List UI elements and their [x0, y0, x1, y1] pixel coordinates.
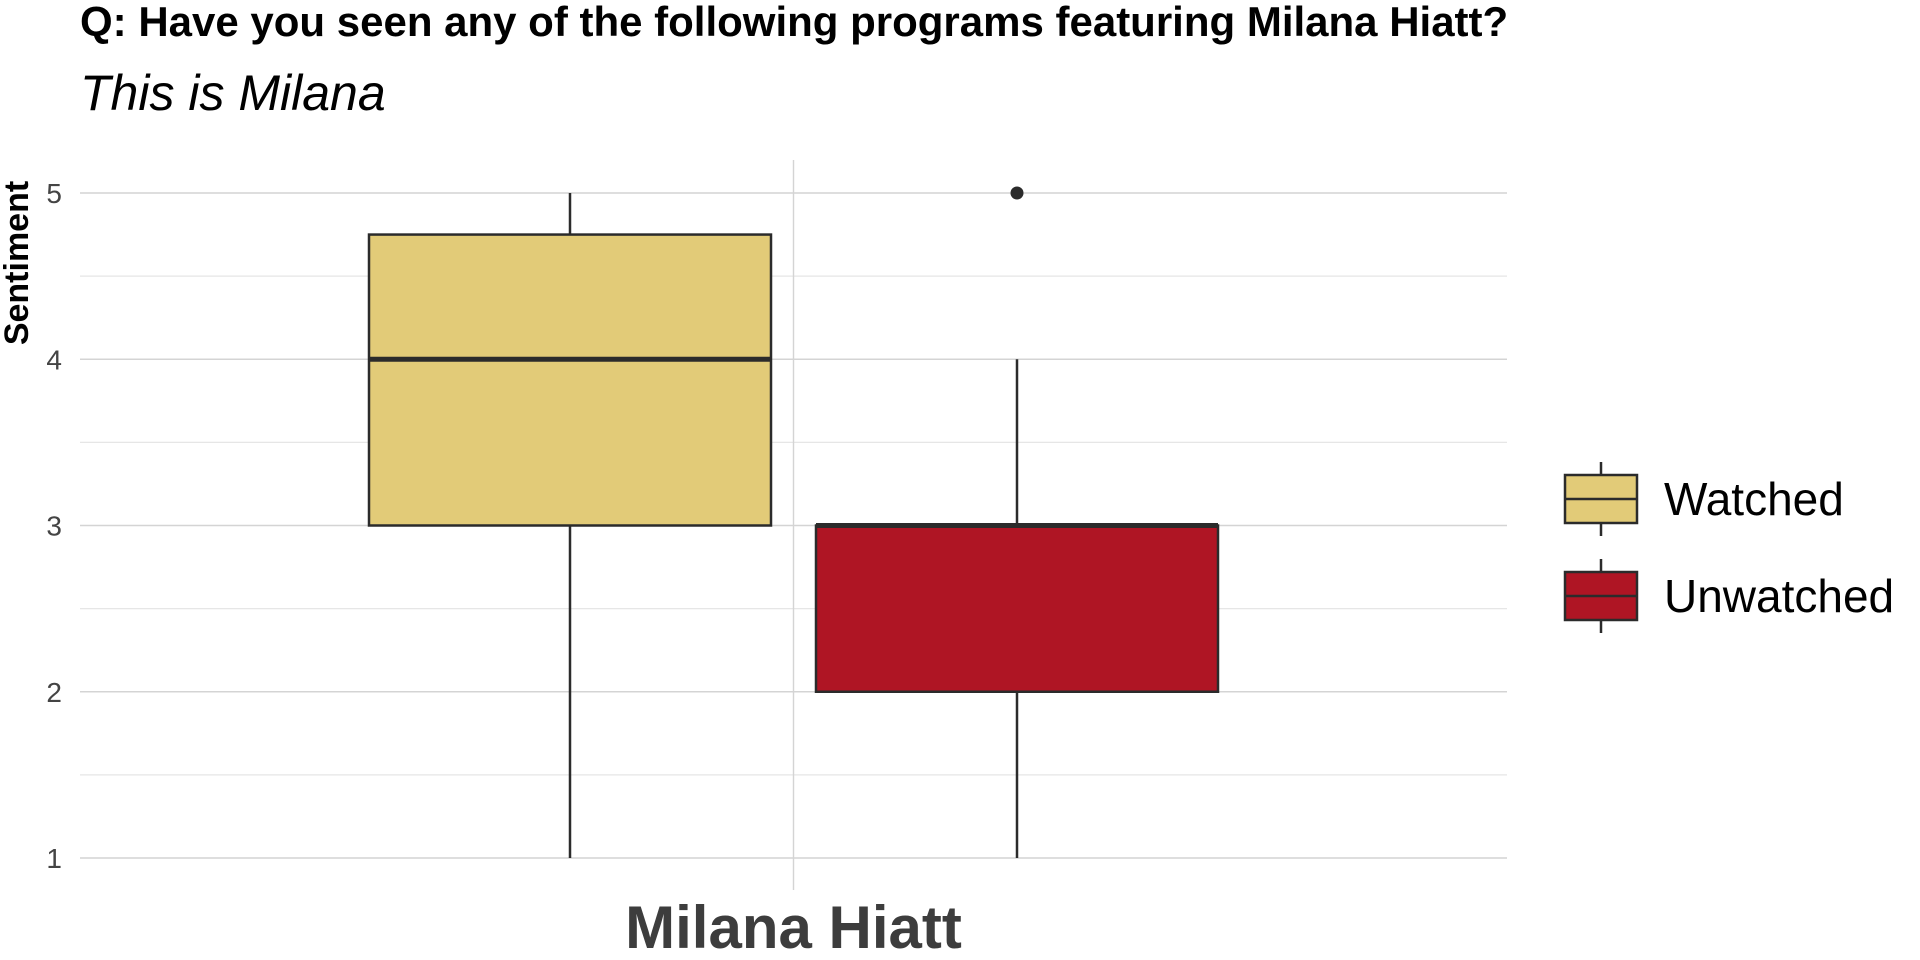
legend: Watched Unwatched [1563, 462, 1894, 633]
y-axis-label: Sentiment [0, 181, 36, 345]
grid-lines [80, 160, 1507, 890]
chart-title: Q: Have you seen any of the following pr… [80, 0, 1509, 45]
boxplots [367, 186, 1220, 858]
axes: 1 2 3 4 5 Sentiment Milana Hiatt [0, 178, 962, 960]
x-category-label: Milana Hiatt [625, 894, 962, 960]
outlier-point [1010, 186, 1024, 200]
box-watched [367, 233, 773, 527]
box-unwatched [814, 524, 1220, 693]
legend-label: Watched [1664, 473, 1844, 525]
y-tick-label: 2 [46, 677, 62, 708]
y-tick-label: 3 [46, 511, 62, 542]
y-tick-label: 4 [46, 344, 62, 375]
chart-subtitle: This is Milana [80, 65, 386, 121]
y-tick-label: 5 [46, 178, 62, 209]
y-tick-label: 1 [46, 843, 62, 874]
legend-label: Unwatched [1664, 570, 1894, 622]
